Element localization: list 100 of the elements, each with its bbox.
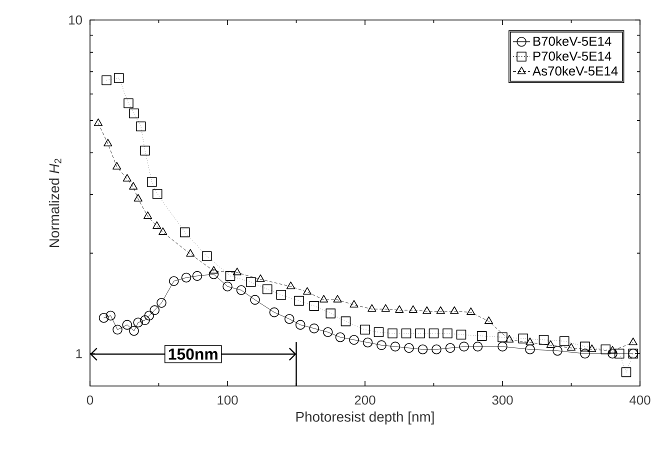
point — [390, 342, 400, 352]
point — [388, 328, 398, 338]
point — [209, 266, 218, 274]
point — [335, 332, 346, 342]
point — [94, 118, 103, 126]
point — [104, 138, 112, 146]
point — [559, 336, 570, 346]
point — [456, 330, 466, 340]
y-tick-label: 1 — [76, 349, 82, 358]
point — [180, 227, 190, 238]
point — [129, 326, 139, 336]
point — [106, 310, 116, 321]
legend-label: P70keV-5E14 — [534, 51, 612, 61]
point — [498, 332, 508, 342]
point — [484, 316, 494, 324]
x-tick-label: 200 — [354, 396, 376, 405]
point — [600, 344, 611, 354]
point — [428, 328, 439, 338]
point — [350, 300, 358, 308]
point — [450, 306, 459, 314]
point — [150, 305, 160, 316]
point — [309, 324, 320, 334]
point — [302, 287, 312, 295]
point — [566, 343, 576, 351]
point — [472, 342, 483, 352]
point — [436, 306, 445, 314]
point — [286, 282, 296, 290]
point — [418, 344, 428, 354]
point — [580, 342, 590, 352]
point — [322, 327, 333, 338]
point — [466, 307, 476, 315]
point — [269, 307, 280, 318]
point — [381, 304, 390, 312]
point — [432, 344, 442, 354]
point — [422, 306, 432, 314]
point — [608, 348, 618, 359]
annotation: 150nm — [168, 348, 218, 360]
point — [284, 314, 294, 324]
point — [459, 342, 469, 352]
point — [415, 328, 425, 338]
point — [112, 162, 122, 170]
point — [222, 282, 232, 292]
point — [140, 146, 150, 156]
point — [445, 343, 456, 353]
point — [546, 340, 555, 348]
point — [498, 342, 508, 352]
point — [136, 121, 146, 132]
point — [202, 251, 212, 262]
point — [333, 294, 342, 302]
point — [442, 328, 452, 338]
point — [134, 194, 142, 202]
point — [368, 304, 376, 312]
x-tick-label: 400 — [629, 396, 650, 405]
point — [295, 320, 306, 330]
point — [340, 316, 351, 326]
point — [256, 274, 265, 282]
point — [621, 367, 632, 378]
x-tick-label: 300 — [492, 396, 513, 405]
point — [168, 276, 179, 286]
point — [276, 290, 286, 300]
legend-label: B70keV-5E14 — [534, 36, 612, 46]
point — [404, 343, 414, 353]
x-tick-label: 100 — [218, 396, 238, 405]
point — [319, 294, 328, 302]
point — [376, 340, 386, 350]
point — [326, 308, 336, 318]
point — [250, 294, 260, 305]
point — [246, 277, 256, 287]
point — [505, 334, 514, 342]
point — [122, 320, 132, 330]
point — [225, 271, 236, 281]
point — [349, 334, 359, 345]
point — [156, 298, 166, 308]
point — [518, 334, 528, 344]
point — [124, 98, 134, 108]
point — [294, 296, 304, 306]
point — [208, 269, 219, 280]
point — [360, 324, 370, 335]
point — [152, 189, 162, 199]
point — [192, 271, 202, 281]
point — [476, 331, 487, 341]
point — [143, 211, 152, 219]
point — [146, 177, 157, 187]
point — [236, 285, 246, 296]
point — [552, 346, 562, 356]
point — [102, 75, 112, 86]
point — [362, 338, 373, 348]
point — [152, 221, 162, 229]
point — [122, 174, 132, 182]
point — [374, 327, 384, 338]
point — [525, 344, 535, 354]
point — [608, 346, 617, 354]
y-tick-label: 10 — [69, 15, 82, 25]
point — [628, 338, 638, 346]
point — [140, 315, 150, 326]
point — [133, 318, 144, 328]
point — [408, 305, 418, 313]
point — [309, 301, 320, 311]
point — [98, 312, 109, 323]
point — [181, 272, 192, 283]
